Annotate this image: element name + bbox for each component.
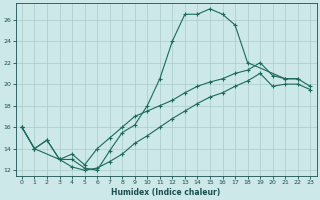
X-axis label: Humidex (Indice chaleur): Humidex (Indice chaleur)	[111, 188, 221, 197]
